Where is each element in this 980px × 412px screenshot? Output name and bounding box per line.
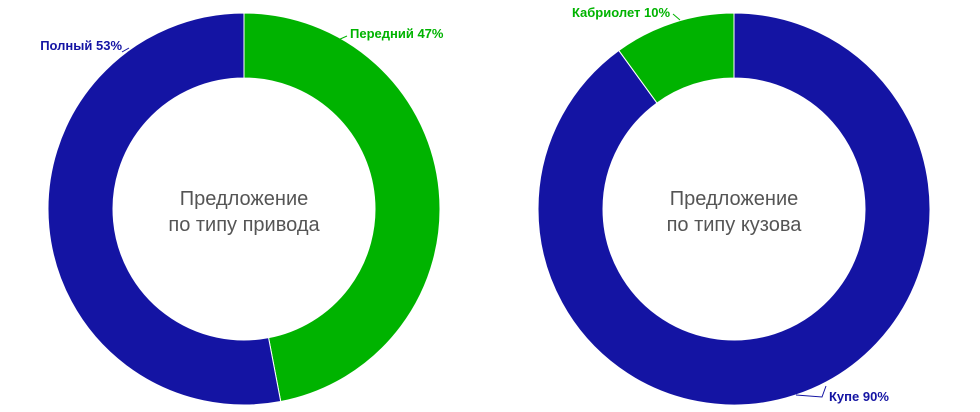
- donut-slice: [47, 12, 282, 406]
- label-leader-line: [795, 385, 827, 398]
- slice-label-cabriolet: Кабриолет 10%: [572, 5, 670, 20]
- donut-slice: [537, 12, 931, 406]
- label-leader-line: [121, 47, 130, 53]
- donut-slices-drive: [47, 12, 441, 406]
- label-leader-line: [337, 35, 348, 41]
- donut-slice: [243, 12, 441, 403]
- center-title-line-2: по типу привода: [168, 214, 320, 236]
- slice-label-coupe: Купе 90%: [829, 389, 889, 404]
- slice-label-front: Передний 47%: [350, 26, 444, 41]
- donut-chart-drive-type: Передний 47% Полный 53% Предложение по т…: [40, 12, 444, 406]
- label-leader-line: [672, 13, 681, 21]
- donut-leaders-body: [672, 13, 827, 398]
- center-title-line-1: Предложение: [670, 188, 799, 210]
- donut-slice: [618, 12, 735, 104]
- center-title-line-2: по типу кузова: [667, 214, 803, 236]
- center-title-line-1: Предложение: [180, 188, 309, 210]
- donut-slices-body: [537, 12, 931, 406]
- slice-label-all-wheel: Полный 53%: [40, 38, 122, 53]
- donut-leaders-drive: [121, 35, 348, 53]
- donut-chart-body-type: Купе 90% Кабриолет 10% Предложение по ти…: [537, 5, 931, 406]
